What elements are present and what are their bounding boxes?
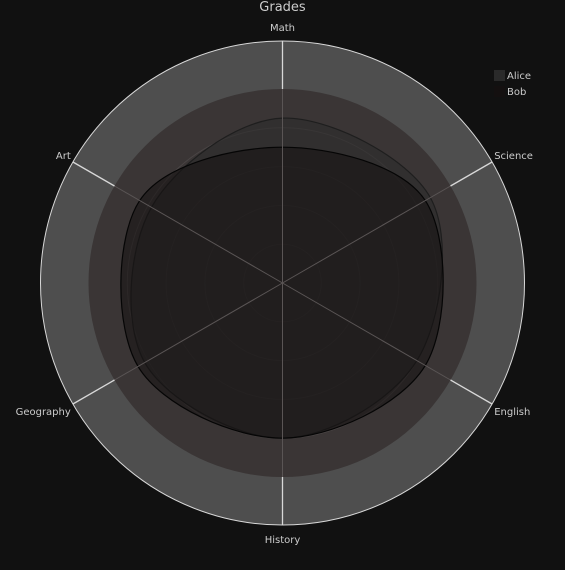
- axis-label-science: Science: [494, 151, 533, 162]
- axis-labels: Math Science English History Geography Art: [16, 23, 533, 546]
- legend-label-bob: Bob: [507, 87, 526, 98]
- axis-label-geography: Geography: [16, 407, 71, 418]
- axis-label-history: History: [265, 535, 301, 546]
- radar-spokes: [72, 41, 493, 525]
- axis-label-art: Art: [56, 151, 71, 162]
- spoke-inner-english: [282, 282, 451, 381]
- spoke-science: [450, 161, 493, 187]
- legend-swatch-bob: [494, 86, 505, 97]
- axis-label-math: Math: [270, 23, 295, 34]
- legend: Alice Bob: [494, 70, 531, 98]
- chart-title: Grades: [259, 0, 306, 15]
- spoke-geography: [72, 379, 115, 405]
- spoke-art: [72, 161, 115, 187]
- spoke-english: [450, 379, 493, 405]
- axis-label-english: English: [494, 407, 530, 418]
- spoke-inner-geography: [114, 282, 283, 381]
- spoke-inner-art: [114, 185, 283, 284]
- spoke-inner-science: [282, 185, 451, 284]
- legend-swatch-alice: [494, 70, 505, 81]
- legend-label-alice: Alice: [507, 71, 531, 82]
